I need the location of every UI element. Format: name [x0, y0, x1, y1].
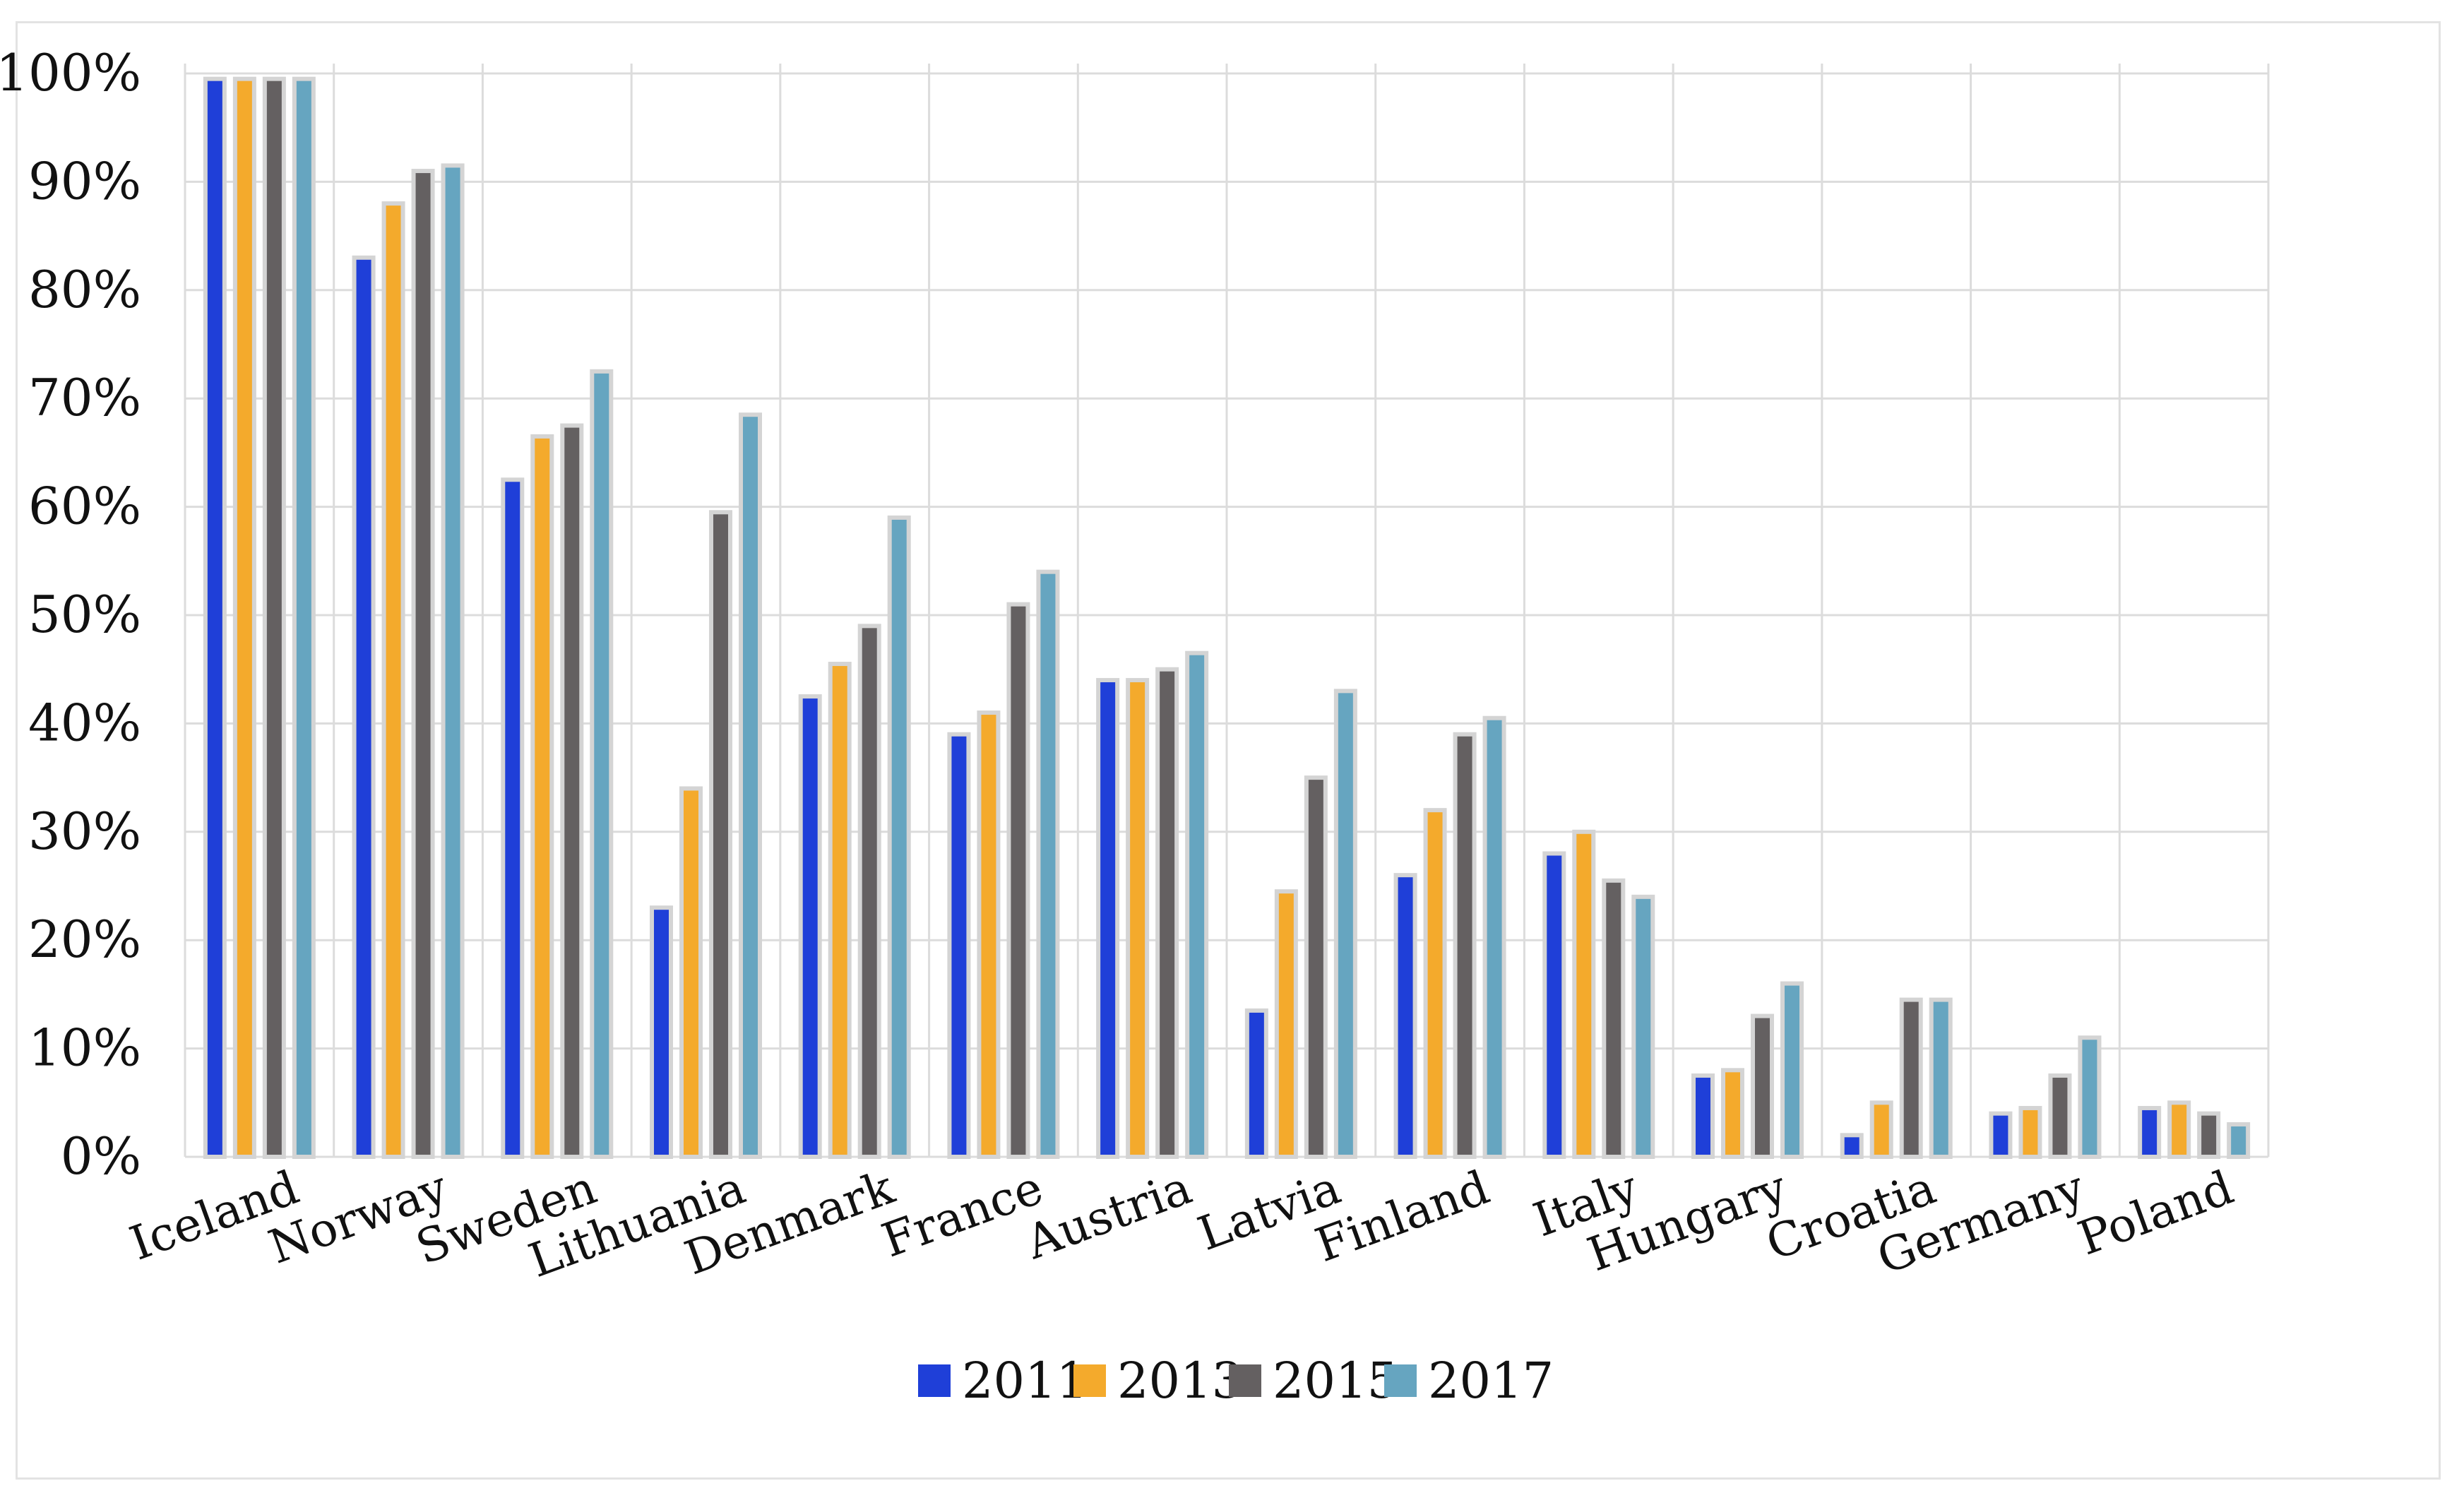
bar-germany-2013 [2018, 1105, 2042, 1159]
bar-italy-2017 [1631, 894, 1655, 1159]
y-tick-label: 90% [28, 151, 141, 210]
bar-poland-2015 [2197, 1111, 2221, 1160]
bar-finland-2017 [1482, 715, 1506, 1159]
legend-swatch-2011 [918, 1364, 951, 1397]
bar-hungary-2013 [1721, 1068, 1744, 1160]
bar-croatia-2011 [1840, 1133, 1864, 1159]
grid [184, 64, 2270, 1158]
bar-latvia-2017 [1333, 689, 1357, 1159]
bar-hungary-2015 [1751, 1013, 1774, 1159]
bar-lithuania-2013 [679, 786, 703, 1159]
bar-germany-2015 [2048, 1073, 2072, 1159]
bar-france-2011 [947, 732, 971, 1159]
bar-denmark-2017 [887, 515, 911, 1159]
bar-denmark-2015 [857, 624, 881, 1159]
bar-croatia-2017 [1929, 997, 1953, 1159]
bar-norway-2017 [441, 163, 465, 1159]
legend: 2011 2013 2015 2017 [918, 1352, 1554, 1410]
y-tick-label: 10% [28, 1018, 141, 1078]
bar-poland-2011 [2138, 1105, 2162, 1159]
x-axis: IcelandNorwaySwedenLithuaniaDenmarkFranc… [123, 1160, 2240, 1288]
y-axis: 0% 10% 20% 30% 40% 50% 60% 70% 80% 90% 100% [0, 43, 141, 1186]
x-tick-label: Finland [1309, 1160, 1496, 1273]
bar-latvia-2011 [1244, 1008, 1268, 1160]
bar-italy-2013 [1572, 829, 1596, 1160]
bar-austria-2011 [1096, 678, 1120, 1159]
bar-france-2013 [977, 710, 1001, 1159]
bar-denmark-2013 [828, 662, 852, 1159]
legend-label: 2013 [1117, 1352, 1243, 1410]
bar-lithuania-2015 [709, 510, 732, 1159]
bar-sweden-2015 [560, 423, 584, 1159]
bar-sweden-2017 [590, 369, 614, 1159]
bars [203, 76, 2251, 1160]
bar-poland-2017 [2227, 1122, 2251, 1159]
legend-label: 2011 [962, 1352, 1088, 1410]
bar-norway-2013 [381, 201, 405, 1160]
bar-iceland-2011 [203, 76, 227, 1159]
bar-finland-2011 [1393, 873, 1417, 1160]
bar-croatia-2015 [1899, 997, 1923, 1159]
legend-swatch-2015 [1229, 1364, 1261, 1397]
bar-denmark-2011 [798, 694, 822, 1159]
legend-swatch-2017 [1384, 1364, 1417, 1397]
bar-austria-2013 [1126, 678, 1150, 1159]
bar-germany-2011 [1989, 1111, 2013, 1160]
bar-italy-2015 [1602, 878, 1626, 1159]
bar-sweden-2011 [501, 477, 525, 1159]
bar-finland-2015 [1453, 732, 1477, 1159]
bar-france-2015 [1006, 602, 1030, 1159]
bar-poland-2013 [2167, 1100, 2191, 1160]
bar-germany-2017 [2078, 1035, 2102, 1160]
bar-hungary-2011 [1691, 1073, 1715, 1159]
y-tick-label: 20% [28, 910, 141, 969]
bar-iceland-2013 [232, 76, 256, 1159]
bar-iceland-2015 [262, 76, 286, 1159]
bar-lithuania-2011 [650, 905, 673, 1160]
bar-hungary-2017 [1780, 981, 1804, 1160]
y-tick-label: 0% [61, 1126, 141, 1186]
y-tick-label: 30% [28, 802, 141, 861]
x-tick-label: Poland [2071, 1160, 2240, 1266]
x-tick-label: Austria [1018, 1160, 1198, 1271]
legend-swatch-2013 [1073, 1364, 1106, 1397]
bar-sweden-2013 [530, 434, 554, 1159]
bar-norway-2011 [352, 255, 376, 1159]
bar-finland-2013 [1423, 808, 1447, 1159]
y-tick-label: 100% [0, 43, 141, 102]
bar-lithuania-2017 [739, 412, 762, 1160]
bar-austria-2015 [1155, 667, 1179, 1159]
bar-austria-2017 [1185, 650, 1209, 1159]
bar-norway-2015 [411, 169, 435, 1159]
y-tick-label: 50% [28, 585, 141, 644]
bar-croatia-2013 [1869, 1100, 1893, 1160]
y-tick-label: 70% [28, 368, 141, 427]
legend-label: 2015 [1273, 1352, 1398, 1410]
bar-iceland-2017 [292, 76, 316, 1159]
bar-france-2017 [1036, 569, 1060, 1159]
bar-italy-2011 [1542, 851, 1566, 1159]
legend-label: 2017 [1428, 1352, 1554, 1410]
y-tick-label: 80% [28, 260, 141, 319]
y-tick-label: 60% [28, 477, 141, 536]
bar-latvia-2015 [1304, 775, 1328, 1159]
x-tick-label: France [875, 1160, 1049, 1268]
bar-latvia-2013 [1274, 889, 1298, 1160]
y-tick-label: 40% [28, 693, 141, 752]
